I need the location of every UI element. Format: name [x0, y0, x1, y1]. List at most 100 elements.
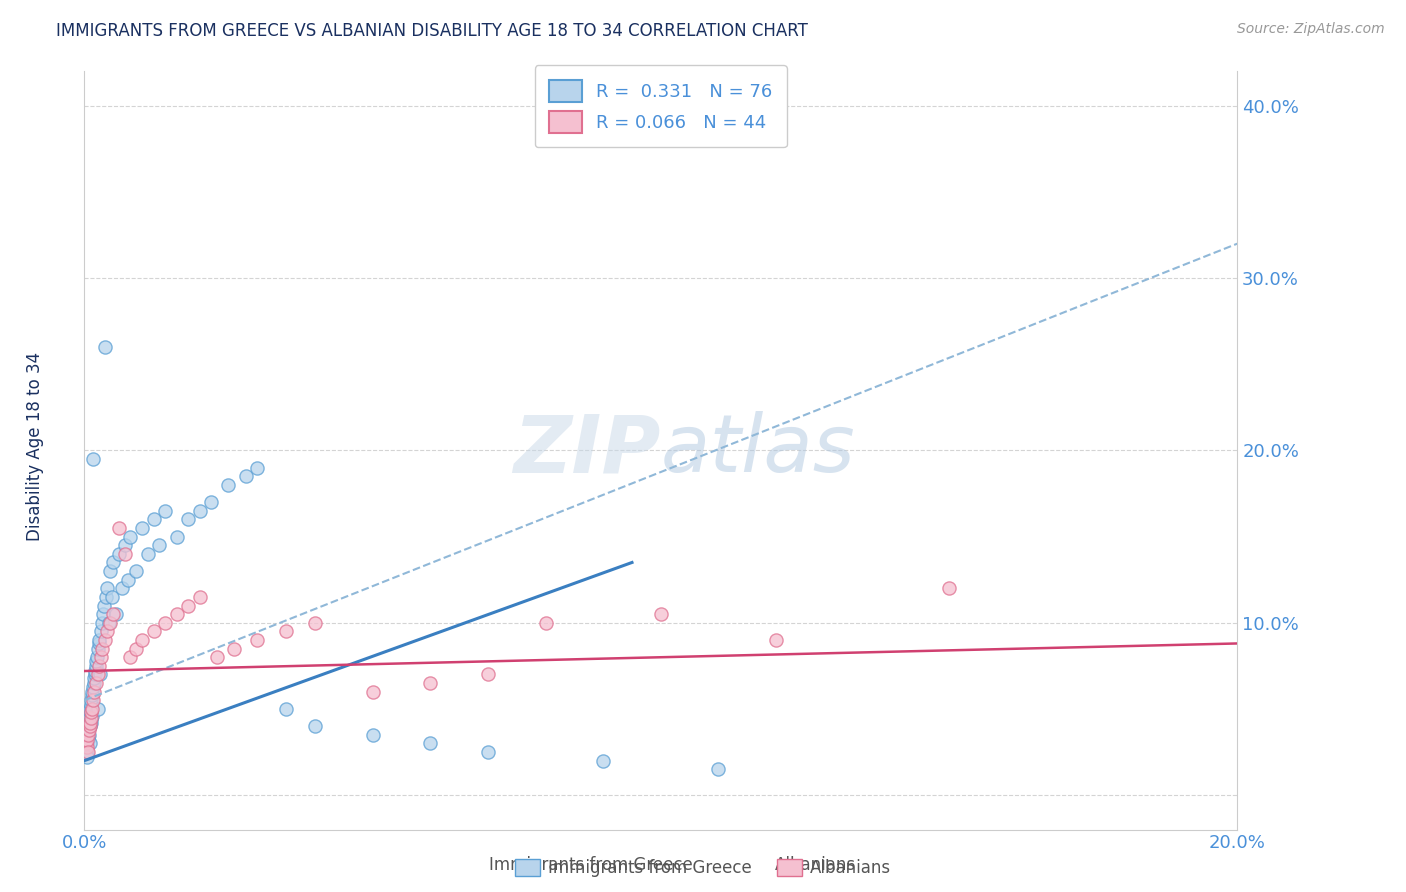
Point [77, 728, 100, 742]
Point [80, 715, 103, 730]
Point [103, 556, 124, 570]
Point [76, 745, 98, 759]
Point [86, 702, 108, 716]
Point [80, 708, 103, 723]
Point [82, 684, 104, 698]
Point [166, 607, 188, 622]
Point [75, 736, 97, 750]
Point [93, 340, 115, 354]
Point [86, 667, 108, 681]
Point [707, 762, 730, 776]
Text: ZIP: ZIP [513, 411, 661, 490]
Point [142, 512, 165, 526]
Point [89, 667, 111, 681]
Point [79, 719, 101, 733]
Point [80, 702, 103, 716]
Point [94, 590, 117, 604]
Point [276, 702, 298, 716]
Point [86, 650, 108, 665]
Point [77, 710, 100, 724]
Point [89, 624, 111, 639]
Text: atlas: atlas [661, 411, 856, 490]
Point [98, 615, 121, 630]
Point [166, 530, 188, 544]
Point [76, 745, 98, 759]
Point [77, 723, 100, 737]
Point [77, 728, 100, 742]
Point [76, 750, 98, 764]
Point [477, 745, 499, 759]
Point [79, 702, 101, 716]
Point [120, 530, 142, 544]
Point [108, 547, 131, 561]
Point [177, 599, 200, 613]
Point [91, 607, 114, 622]
Point [153, 504, 176, 518]
Point [75, 739, 97, 754]
Point [75, 728, 97, 742]
Point [188, 504, 211, 518]
Text: Albanians: Albanians [775, 856, 856, 874]
Point [120, 650, 142, 665]
Point [205, 650, 228, 665]
Point [80, 712, 103, 726]
Text: Disability Age 18 to 34: Disability Age 18 to 34 [27, 351, 44, 541]
Point [83, 667, 105, 681]
Point [304, 719, 326, 733]
Point [96, 624, 118, 639]
Point [80, 688, 103, 702]
Point [80, 693, 103, 707]
Text: Immigrants from Greece: Immigrants from Greece [489, 856, 692, 874]
Point [419, 676, 441, 690]
Point [361, 684, 384, 698]
Point [76, 733, 98, 747]
Point [148, 538, 170, 552]
Point [75, 736, 97, 750]
Point [592, 754, 614, 768]
Point [200, 495, 222, 509]
Point [76, 733, 98, 747]
Point [235, 469, 257, 483]
Point [84, 658, 107, 673]
Point [177, 512, 200, 526]
Point [89, 633, 111, 648]
Point [125, 641, 148, 656]
Point [534, 615, 557, 630]
Point [87, 658, 110, 673]
Point [76, 736, 98, 750]
Point [87, 641, 110, 656]
Point [153, 615, 176, 630]
Point [83, 671, 105, 685]
Point [111, 582, 134, 596]
Point [93, 599, 115, 613]
Point [79, 719, 101, 733]
Point [246, 460, 269, 475]
Point [86, 654, 108, 668]
Point [90, 615, 112, 630]
Point [101, 590, 124, 604]
Point [131, 521, 153, 535]
Point [114, 538, 136, 552]
Point [96, 582, 118, 596]
Legend: R =  0.331   N = 76, R = 0.066   N = 44: R = 0.331 N = 76, R = 0.066 N = 44 [534, 65, 787, 147]
Point [77, 731, 100, 746]
Point [125, 564, 148, 578]
Point [82, 693, 104, 707]
Point [98, 564, 121, 578]
Point [938, 582, 960, 596]
Point [114, 547, 136, 561]
Point [87, 636, 110, 650]
Point [108, 521, 131, 535]
Point [188, 590, 211, 604]
Point [304, 615, 326, 630]
Point [79, 736, 101, 750]
Point [93, 633, 115, 648]
Point [361, 728, 384, 742]
Point [76, 739, 98, 754]
Point [79, 706, 101, 720]
Point [80, 710, 103, 724]
Point [89, 650, 111, 665]
Legend: Immigrants from Greece, Albanians: Immigrants from Greece, Albanians [508, 852, 898, 884]
Point [80, 706, 103, 720]
Point [77, 715, 100, 730]
